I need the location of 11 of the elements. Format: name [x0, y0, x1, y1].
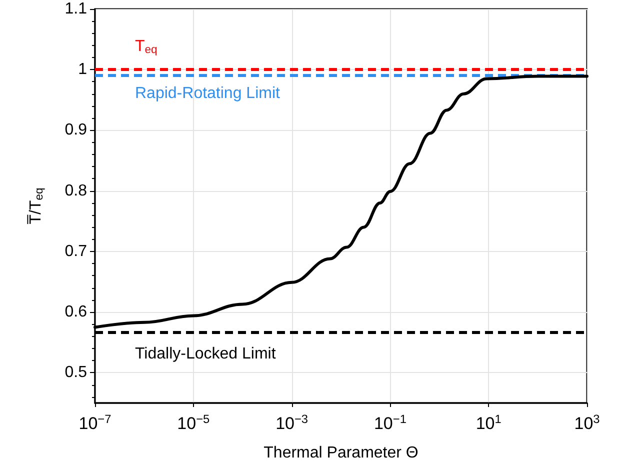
y-tick-label: 0.7 [64, 242, 88, 260]
y-axis-title: T̅/Teq [26, 188, 46, 224]
y-tick-label: 0.8 [64, 182, 88, 200]
ref-line-label: Tidally-Locked Limit [135, 346, 276, 363]
y-tick-label: 0.9 [64, 122, 88, 139]
y-tick-label: 1.1 [64, 0, 88, 18]
x-axis-title: Thermal Parameter Θ [264, 444, 418, 462]
y-tick-label: 0.5 [64, 364, 88, 382]
y-tick-label: 1 [78, 61, 88, 78]
ref-line-label: Rapid-Rotating Limit [135, 85, 281, 102]
y-tick-label: 0.6 [64, 304, 88, 321]
